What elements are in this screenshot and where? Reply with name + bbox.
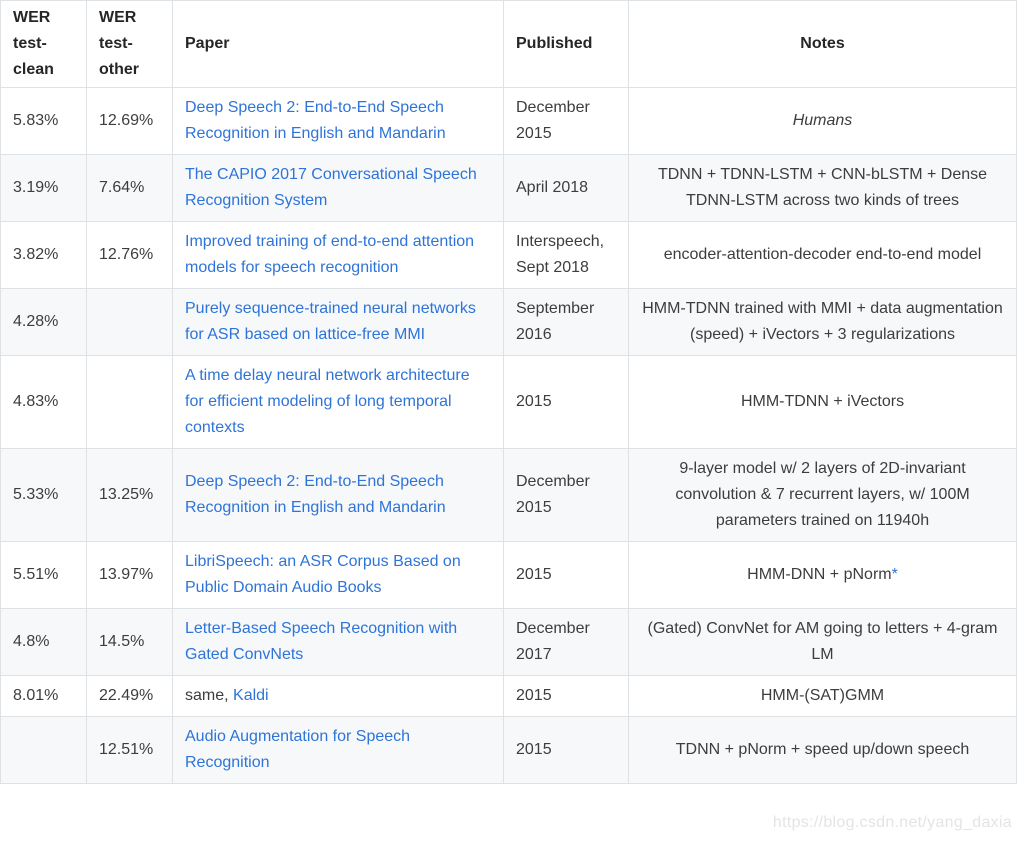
table-row: 4.8% 14.5% Letter-Based Speech Recognition… (0, 608, 1017, 676)
paper-cell: The CAPIO 2017 Conversational Speech Rec… (172, 154, 504, 222)
table-row: 5.83% 12.69% Deep Speech 2: End-to-End Spe… (0, 87, 1017, 155)
paper-link[interactable]: Kaldi (233, 687, 269, 704)
cell-text: TDNN + pNorm + speed up/down speech (675, 741, 970, 758)
csdn-watermark: https://blog.csdn.net/yang_daxia (772, 814, 1012, 831)
wer-test-clean-cell: 8.01% (0, 675, 87, 717)
notes-cell: TDNN + pNorm + speed up/down speech (628, 716, 1017, 784)
wer-test-other-cell (86, 355, 173, 449)
paper-link[interactable]: A time delay neural network architecture… (185, 367, 470, 436)
notes-cell: 9-layer model w/ 2 layers of 2D-invarian… (628, 448, 1017, 542)
paper-link[interactable]: Improved training of end-to-end attentio… (185, 233, 475, 276)
paper-cell: Improved training of end-to-end attentio… (172, 221, 504, 289)
wer-test-clean-cell: 4.83% (0, 355, 87, 449)
notes-cell: TDNN + TDNN-LSTM + CNN-bLSTM + Dense TDN… (628, 154, 1017, 222)
published-cell: December 2015 (503, 448, 629, 542)
paper-cell: Audio Augmentation for Speech Recognitio… (172, 716, 504, 784)
paper-cell: same, Kaldi (172, 675, 504, 717)
published-cell: September 2016 (503, 288, 629, 356)
notes-cell: encoder-attention-decoder end-to-end mod… (628, 221, 1017, 289)
wer-test-other-cell: 12.76% (86, 221, 173, 289)
table-row: 8.01% 22.49% same, Kaldi 2015 HMM-(SAT)GMM (0, 675, 1017, 717)
paper-link[interactable]: LibriSpeech: an ASR Corpus Based on Publ… (185, 553, 461, 596)
published-cell: 2015 (503, 675, 629, 717)
cell-text: same, (185, 687, 234, 704)
paper-link[interactable]: Deep Speech 2: End-to-End Speech Recogni… (185, 473, 446, 516)
wer-test-clean-cell: 5.83% (0, 87, 87, 155)
published-cell: 2015 (503, 541, 629, 609)
column-header-wer_other: WER test-other (86, 0, 173, 88)
table-row: 5.33% 13.25% Deep Speech 2: End-to-End Spe… (0, 448, 1017, 542)
table-row: 12.51% Audio Augmentation for Speech Reco… (0, 716, 1017, 784)
paper-cell: Letter-Based Speech Recognition with Gat… (172, 608, 504, 676)
wer-test-clean-cell: 3.82% (0, 221, 87, 289)
cell-text: HMM-DNN + pNorm (747, 566, 892, 583)
cell-text: HMM-TDNN trained with MMI + data augment… (642, 300, 1003, 343)
column-header-notes: Notes (628, 0, 1017, 88)
footnote-link[interactable]: * (891, 566, 898, 583)
notes-cell: HMM-(SAT)GMM (628, 675, 1017, 717)
wer-test-clean-cell: 3.19% (0, 154, 87, 222)
wer-test-other-cell: 12.69% (86, 87, 173, 155)
wer-test-clean-cell: 5.51% (0, 541, 87, 609)
paper-link[interactable]: The CAPIO 2017 Conversational Speech Rec… (185, 166, 477, 209)
wer-test-other-cell: 7.64% (86, 154, 173, 222)
wer-test-clean-cell (0, 716, 87, 784)
wer-test-clean-cell: 4.8% (0, 608, 87, 676)
published-cell: December 2015 (503, 87, 629, 155)
cell-text: HMM-TDNN + iVectors (740, 393, 905, 410)
table-row: 4.28% Purely sequence-trained neural netw… (0, 288, 1017, 356)
paper-link[interactable]: Purely sequence-trained neural networks … (185, 300, 476, 343)
published-cell: 2015 (503, 716, 629, 784)
wer-test-other-cell: 14.5% (86, 608, 173, 676)
notes-cell: Humans (628, 87, 1017, 155)
published-cell: April 2018 (503, 154, 629, 222)
column-header-wer_clean: WER test-clean (0, 0, 87, 88)
wer-benchmark-table: WER test-clean WER test-other Paper Publish… (0, 0, 1017, 784)
cell-text: Humans (792, 112, 853, 129)
published-cell: 2015 (503, 355, 629, 449)
paper-cell: Deep Speech 2: End-to-End Speech Recogni… (172, 448, 504, 542)
published-cell: December 2017 (503, 608, 629, 676)
wer-test-other-cell: 12.51% (86, 716, 173, 784)
wer-test-clean-cell: 5.33% (0, 448, 87, 542)
paper-link[interactable]: Audio Augmentation for Speech Recognitio… (185, 728, 411, 771)
cell-text: HMM-(SAT)GMM (760, 687, 885, 704)
wer-test-other-cell: 22.49% (86, 675, 173, 717)
cell-text: TDNN + TDNN-LSTM + CNN-bLSTM + Dense TDN… (657, 166, 988, 209)
paper-link[interactable]: Deep Speech 2: End-to-End Speech Recogni… (185, 99, 446, 142)
table-row: 3.19% 7.64% The CAPIO 2017 Conversational … (0, 154, 1017, 222)
cell-text: (Gated) ConvNet for AM going to letters … (647, 620, 998, 663)
column-header-published: Published (503, 0, 629, 88)
wer-test-other-cell: 13.97% (86, 541, 173, 609)
notes-cell: HMM-TDNN + iVectors (628, 355, 1017, 449)
published-cell: Interspeech, Sept 2018 (503, 221, 629, 289)
notes-cell: HMM-TDNN trained with MMI + data augment… (628, 288, 1017, 356)
paper-cell: A time delay neural network architecture… (172, 355, 504, 449)
wer-test-other-cell (86, 288, 173, 356)
table-row: 3.82% 12.76% Improved training of end-to-e… (0, 221, 1017, 289)
wer-test-clean-cell: 4.28% (0, 288, 87, 356)
paper-cell: Deep Speech 2: End-to-End Speech Recogni… (172, 87, 504, 155)
paper-cell: Purely sequence-trained neural networks … (172, 288, 504, 356)
cell-text: encoder-attention-decoder end-to-end mod… (663, 246, 982, 263)
wer-test-other-cell: 13.25% (86, 448, 173, 542)
column-header-paper: Paper (172, 0, 504, 88)
notes-cell: (Gated) ConvNet for AM going to letters … (628, 608, 1017, 676)
cell-text: 9-layer model w/ 2 layers of 2D-invarian… (675, 460, 970, 529)
table-row: 4.83% A time delay neural network archite… (0, 355, 1017, 449)
table-header-row: WER test-clean WER test-other Paper Publish… (0, 0, 1017, 88)
paper-link[interactable]: Letter-Based Speech Recognition with Gat… (185, 620, 458, 663)
paper-cell: LibriSpeech: an ASR Corpus Based on Publ… (172, 541, 504, 609)
table-row: 5.51% 13.97% LibriSpeech: an ASR Corpus Ba… (0, 541, 1017, 609)
notes-cell: HMM-DNN + pNorm* (628, 541, 1017, 609)
